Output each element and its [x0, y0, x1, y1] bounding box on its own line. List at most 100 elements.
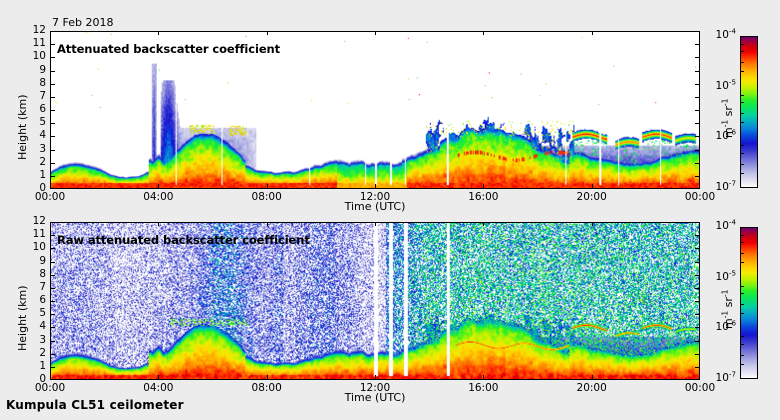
cb-exponent: -6 [728, 127, 736, 137]
y-tick-label: 0 [39, 373, 46, 385]
y-tick-mark [50, 314, 55, 316]
colorbar-unit-sep: sr [722, 106, 735, 120]
x-tick-mark [591, 184, 593, 189]
x-tick-mark [158, 375, 160, 380]
x-tick-mark [375, 375, 376, 380]
cb-mantissa: 10 [715, 130, 729, 143]
y-tick-mark-right [695, 366, 700, 368]
y-tick-label: 0 [39, 182, 46, 194]
y-tick-mark [50, 287, 55, 289]
y-tick-mark-right [695, 70, 700, 72]
colorbar-bottom [740, 227, 758, 379]
y-tick-mark [50, 188, 55, 189]
y-tick-mark-right [695, 31, 700, 32]
y-tick-mark [50, 136, 55, 138]
cb-mantissa: 10 [715, 29, 729, 41]
y-tick-mark [50, 83, 55, 85]
y-tick-mark-right [695, 327, 700, 329]
colorbar-minor-tick [740, 51, 744, 53]
heatmap-canvas-attenuated [51, 32, 699, 188]
colorbar-minor-tick [740, 304, 744, 306]
colorbar-unit-sr-exp: -1 [720, 98, 730, 107]
y-tick-mark-right [695, 83, 700, 85]
colorbar-minor-tick [740, 122, 744, 124]
y-tick-mark [50, 31, 55, 32]
colorbar-minor-tick [740, 163, 744, 165]
cb-exponent: -5 [728, 77, 736, 87]
colorbar-minor-tick [740, 253, 744, 255]
y-tick-mark [50, 123, 55, 125]
y-tick-mark-right [695, 136, 700, 138]
panel-title-attenuated: Attenuated backscatter coefficient [57, 42, 281, 56]
x-tick-mark [483, 375, 485, 380]
y-tick-mark [50, 327, 55, 329]
y-tick-label: 9 [39, 63, 46, 76]
y-tick-mark-right [695, 162, 700, 164]
y-tick-mark [50, 353, 55, 355]
colorbar-unit-m-exp: -1 [720, 119, 730, 128]
y-tick-mark-right [695, 235, 700, 237]
x-tick-label: 00:00 [34, 191, 66, 203]
colorbar-tick-label: 10-7 [700, 369, 736, 384]
y-tick-label: 3 [39, 333, 46, 346]
colorbar-top [740, 36, 758, 188]
y-tick-label: 11 [32, 228, 46, 241]
y-tick-mark [50, 366, 55, 368]
cb-exponent: -6 [728, 318, 736, 328]
cb-exponent: -7 [728, 178, 736, 188]
y-tick-mark [50, 379, 55, 380]
y-tick-label: 3 [39, 142, 46, 155]
y-tick-mark-right [695, 96, 700, 98]
colorbar2-unit-sr-exp: -1 [720, 289, 730, 298]
colorbar2-unit-m-exp: -1 [720, 310, 730, 319]
y-tick-mark-right [695, 149, 700, 151]
x-tick-label: 00:00 [684, 191, 716, 203]
y-tick-label: 8 [39, 76, 46, 89]
y-tick-label: 8 [39, 267, 46, 280]
heatmap-canvas-raw [51, 223, 699, 379]
cb-mantissa: 10 [715, 270, 729, 283]
y-tick-label: 7 [39, 89, 46, 102]
x-tick-label: 16:00 [468, 382, 499, 394]
x-tick-mark-top [375, 31, 376, 35]
colorbar-minor-tick [740, 354, 744, 356]
y-tick-label: 12 [32, 215, 46, 227]
y-tick-label: 2 [39, 155, 46, 168]
y-tick-mark [50, 162, 55, 164]
y-tick-mark [50, 274, 55, 276]
colorbar-minor-tick [740, 152, 744, 154]
x-tick-label: 12:00 [359, 191, 391, 203]
cb-exponent: -7 [728, 369, 736, 379]
x-tick-mark [158, 184, 160, 189]
colorbar-tick-label: 10-5 [700, 77, 736, 92]
x-tick-label: 00:00 [34, 382, 66, 394]
y-tick-mark [50, 261, 55, 263]
colorbar-minor-tick [740, 343, 744, 345]
x-tick-label: 16:00 [468, 191, 499, 203]
x-axis-label-bottom: Time (UTC) [344, 391, 406, 404]
colorbar-minor-tick [740, 62, 744, 64]
colorbar-minor-tick [740, 292, 744, 294]
colorbar-minor-tick [740, 43, 744, 45]
y-tick-mark-right [695, 222, 700, 223]
cb-mantissa: 10 [715, 79, 729, 92]
y-tick-mark [50, 340, 55, 342]
x-tick-mark-top [591, 222, 593, 226]
x-tick-label: 04:00 [143, 382, 174, 394]
x-tick-label: 20:00 [576, 382, 607, 394]
y-tick-mark [50, 149, 55, 151]
colorbar-minor-tick [740, 113, 744, 115]
y-tick-label: 10 [32, 241, 46, 254]
x-tick-mark-top [266, 222, 268, 226]
y-tick-label: 11 [32, 37, 46, 50]
plot-area-attenuated-backscatter[interactable] [50, 31, 700, 189]
y-tick-label: 5 [39, 307, 46, 320]
x-tick-label: 12:00 [359, 382, 391, 394]
y-tick-label: 9 [39, 254, 46, 267]
cb-exponent: -4 [728, 217, 736, 227]
y-tick-mark-right [695, 261, 700, 263]
colorbar-minor-tick [740, 313, 744, 315]
x-tick-mark-top [266, 31, 268, 35]
y-tick-mark-right [695, 188, 700, 189]
